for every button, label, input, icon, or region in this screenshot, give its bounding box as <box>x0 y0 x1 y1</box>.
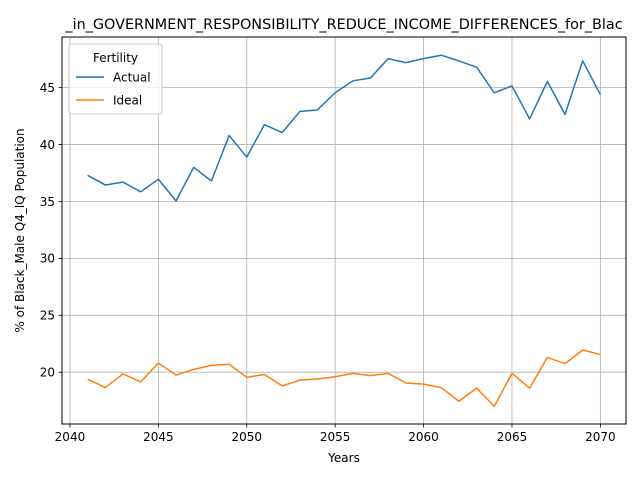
series-line-ideal <box>87 349 601 408</box>
x-tick-label: 2055 <box>320 430 351 444</box>
x-axis-label: Years <box>327 451 360 465</box>
legend-label-actual: Actual <box>113 71 151 85</box>
x-tick-label: 2070 <box>585 430 616 444</box>
x-tick-label: 2040 <box>55 430 86 444</box>
y-tick-label: 45 <box>40 81 55 95</box>
legend-frame <box>68 43 163 115</box>
y-tick-label: 40 <box>40 138 55 152</box>
x-axis-ticks: 2040 2045 2050 2055 2060 2065 2070 <box>55 424 616 444</box>
x-tick-label: 2065 <box>497 430 528 444</box>
plot-area-frame <box>61 36 627 425</box>
x-tick-label: 2050 <box>231 430 262 444</box>
legend: Fertility Actual Ideal <box>68 43 163 115</box>
legend-label-ideal: Ideal <box>113 94 142 108</box>
series-line-actual <box>87 54 602 202</box>
y-tick-label: 25 <box>40 309 55 323</box>
x-tick-label: 2045 <box>143 430 174 444</box>
y-tick-label: 35 <box>40 195 55 209</box>
y-axis-ticks: 20 25 30 35 40 45 <box>40 81 62 380</box>
chart-title: _in_GOVERNMENT_RESPONSIBILITY_REDUCE_INC… <box>64 17 622 33</box>
y-tick-label: 30 <box>40 252 55 266</box>
legend-title: Fertility <box>93 51 138 65</box>
x-tick-label: 2060 <box>408 430 439 444</box>
y-axis-label: % of Black_Male Q4_IQ Population <box>13 128 27 332</box>
y-tick-label: 20 <box>40 366 55 380</box>
series-lines <box>87 54 602 408</box>
